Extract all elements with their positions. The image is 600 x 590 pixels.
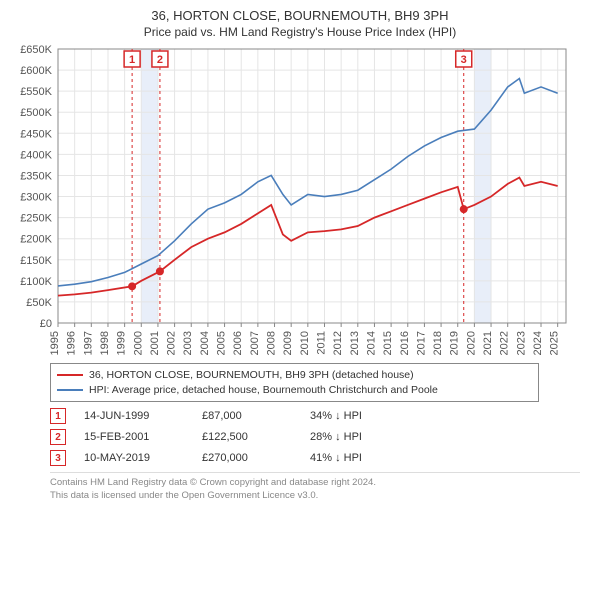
svg-text:2002: 2002 (166, 331, 178, 355)
svg-text:2007: 2007 (249, 331, 261, 355)
svg-text:3: 3 (461, 54, 467, 66)
sale-date: 10-MAY-2019 (84, 452, 184, 464)
svg-text:£250K: £250K (20, 213, 52, 225)
svg-text:£650K: £650K (20, 45, 52, 56)
sale-price: £87,000 (202, 410, 292, 422)
svg-text:2000: 2000 (132, 331, 144, 355)
svg-text:2011: 2011 (315, 331, 327, 355)
sale-marker: 1 (50, 408, 66, 424)
svg-text:£0: £0 (40, 318, 52, 330)
svg-text:1996: 1996 (66, 331, 78, 355)
svg-text:2012: 2012 (332, 331, 344, 355)
sale-row: 3 10-MAY-2019 £270,000 41% ↓ HPI (50, 450, 590, 466)
legend-label: 36, HORTON CLOSE, BOURNEMOUTH, BH9 3PH (… (89, 368, 414, 383)
svg-text:1995: 1995 (49, 331, 61, 355)
svg-text:£550K: £550K (20, 86, 52, 98)
sale-price: £122,500 (202, 431, 292, 443)
svg-text:2008: 2008 (266, 331, 278, 355)
footer-line2: This data is licensed under the Open Gov… (50, 490, 580, 502)
svg-text:2021: 2021 (482, 331, 494, 355)
svg-text:£350K: £350K (20, 170, 52, 182)
sale-marker: 2 (50, 429, 66, 445)
sale-row: 1 14-JUN-1999 £87,000 34% ↓ HPI (50, 408, 590, 424)
svg-text:2009: 2009 (282, 331, 294, 355)
svg-text:2024: 2024 (532, 331, 544, 355)
svg-text:2022: 2022 (499, 331, 511, 355)
legend: 36, HORTON CLOSE, BOURNEMOUTH, BH9 3PH (… (50, 363, 539, 402)
svg-text:2013: 2013 (349, 331, 361, 355)
svg-text:2003: 2003 (182, 331, 194, 355)
svg-text:2016: 2016 (399, 331, 411, 355)
footer: Contains HM Land Registry data © Crown c… (50, 472, 580, 502)
svg-text:1: 1 (129, 54, 135, 66)
svg-text:2017: 2017 (415, 331, 427, 355)
svg-text:1998: 1998 (99, 331, 111, 355)
legend-label: HPI: Average price, detached house, Bour… (89, 383, 438, 398)
svg-text:2004: 2004 (199, 331, 211, 355)
sale-marker: 3 (50, 450, 66, 466)
svg-text:£100K: £100K (20, 276, 52, 288)
svg-text:£450K: £450K (20, 128, 52, 140)
svg-text:£300K: £300K (20, 191, 52, 203)
svg-text:1999: 1999 (116, 331, 128, 355)
svg-text:£400K: £400K (20, 149, 52, 161)
chart: £0 £50K £100K £150K £200K £250K £300K £350K £400… (10, 45, 590, 357)
sale-delta: 28% ↓ HPI (310, 431, 362, 443)
svg-text:2006: 2006 (232, 331, 244, 355)
svg-text:£500K: £500K (20, 107, 52, 119)
svg-text:2005: 2005 (216, 331, 228, 355)
legend-row: HPI: Average price, detached house, Bour… (57, 383, 532, 398)
title-line2: Price paid vs. HM Land Registry's House … (10, 25, 590, 39)
legend-swatch (57, 389, 83, 391)
svg-text:2020: 2020 (465, 331, 477, 355)
svg-text:1997: 1997 (82, 331, 94, 355)
footer-line1: Contains HM Land Registry data © Crown c… (50, 477, 580, 489)
svg-text:2015: 2015 (382, 331, 394, 355)
legend-row: 36, HORTON CLOSE, BOURNEMOUTH, BH9 3PH (… (57, 368, 532, 383)
sale-date: 15-FEB-2001 (84, 431, 184, 443)
svg-text:2: 2 (157, 54, 163, 66)
svg-text:2018: 2018 (432, 331, 444, 355)
sale-row: 2 15-FEB-2001 £122,500 28% ↓ HPI (50, 429, 590, 445)
sale-delta: 34% ↓ HPI (310, 410, 362, 422)
legend-swatch (57, 374, 83, 376)
svg-text:2014: 2014 (365, 331, 377, 355)
sale-price: £270,000 (202, 452, 292, 464)
svg-text:£150K: £150K (20, 255, 52, 267)
svg-text:2025: 2025 (549, 331, 561, 355)
chart-svg: £0 £50K £100K £150K £200K £250K £300K £350K £400… (10, 45, 570, 357)
svg-text:£600K: £600K (20, 65, 52, 77)
svg-text:2010: 2010 (299, 331, 311, 355)
sales-list: 1 14-JUN-1999 £87,000 34% ↓ HPI 2 15-FEB-2001… (50, 408, 590, 466)
svg-text:2001: 2001 (149, 331, 161, 355)
sale-date: 14-JUN-1999 (84, 410, 184, 422)
svg-text:£50K: £50K (26, 297, 52, 309)
sale-delta: 41% ↓ HPI (310, 452, 362, 464)
svg-text:2019: 2019 (449, 331, 461, 355)
svg-text:£200K: £200K (20, 234, 52, 246)
svg-text:2023: 2023 (515, 331, 527, 355)
title-line1: 36, HORTON CLOSE, BOURNEMOUTH, BH9 3PH (10, 8, 590, 25)
